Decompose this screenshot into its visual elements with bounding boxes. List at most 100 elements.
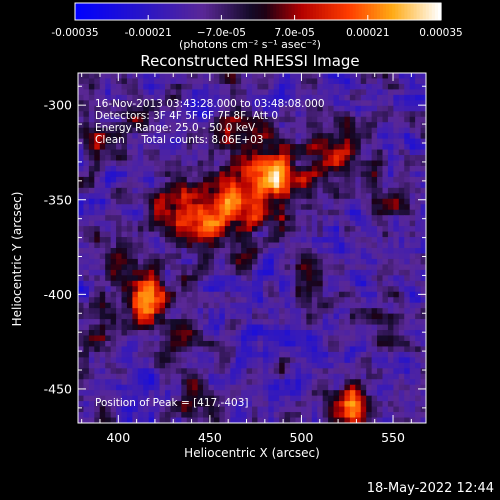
heatmap-cell bbox=[154, 100, 161, 107]
heatmap-cell bbox=[159, 368, 166, 375]
heatmap-cell bbox=[208, 220, 215, 227]
heatmap-cell bbox=[415, 351, 422, 358]
heatmap-cell bbox=[387, 193, 394, 200]
heatmap-cell bbox=[284, 100, 291, 107]
heatmap-cell bbox=[78, 149, 84, 156]
heatmap-cell bbox=[420, 379, 427, 386]
heatmap-cell bbox=[317, 187, 324, 194]
heatmap-cell bbox=[252, 242, 258, 249]
heatmap-cell bbox=[355, 171, 362, 178]
heatmap-cell bbox=[88, 258, 95, 265]
heatmap-cell bbox=[409, 351, 416, 358]
heatmap-cell bbox=[159, 324, 166, 331]
heatmap-cell bbox=[246, 204, 253, 211]
heatmap-cell bbox=[252, 193, 258, 200]
heatmap-cell bbox=[409, 297, 416, 304]
heatmap-cell bbox=[116, 379, 122, 386]
heatmap-cell bbox=[344, 313, 351, 320]
heatmap-cell bbox=[192, 187, 199, 194]
heatmap-cell bbox=[78, 248, 84, 254]
heatmap-cell bbox=[360, 297, 367, 304]
heatmap-cell bbox=[224, 362, 231, 369]
heatmap-cell bbox=[132, 116, 139, 123]
heatmap-cell bbox=[333, 330, 340, 336]
heatmap-cell bbox=[387, 155, 394, 161]
heatmap-cell bbox=[126, 253, 133, 260]
heatmap-cell bbox=[203, 368, 209, 375]
heatmap-cell bbox=[317, 105, 324, 112]
heatmap-cell bbox=[208, 171, 215, 178]
heatmap-cell bbox=[143, 313, 150, 320]
heatmap-cell bbox=[360, 160, 367, 167]
heatmap-cell bbox=[246, 160, 253, 167]
heatmap-cell bbox=[355, 412, 362, 419]
heatmap-cell bbox=[273, 105, 280, 112]
heatmap-cell bbox=[311, 198, 318, 205]
heatmap-cell bbox=[355, 346, 362, 353]
heatmap-cell bbox=[165, 187, 171, 194]
heatmap-cell bbox=[420, 340, 427, 347]
heatmap-cell bbox=[110, 122, 117, 129]
heatmap-cell bbox=[355, 78, 362, 85]
heatmap-cell bbox=[295, 258, 302, 265]
heatmap-cell bbox=[398, 373, 405, 380]
heatmap-cell bbox=[137, 204, 144, 211]
heatmap-cell bbox=[148, 264, 155, 271]
heatmap-cell bbox=[398, 368, 405, 375]
heatmap-cell bbox=[170, 357, 177, 364]
heatmap-cell bbox=[339, 89, 345, 96]
heatmap-cell bbox=[306, 204, 313, 211]
heatmap-cell bbox=[339, 111, 345, 118]
heatmap-cell bbox=[165, 335, 171, 342]
heatmap-cell bbox=[235, 264, 242, 271]
heatmap-cell bbox=[186, 319, 193, 326]
heatmap-cell bbox=[306, 269, 313, 276]
colorbar-swatch bbox=[193, 3, 198, 20]
heatmap-cell bbox=[349, 373, 356, 380]
heatmap-cell bbox=[393, 193, 400, 200]
heatmap-cell bbox=[219, 335, 226, 342]
heatmap-cell bbox=[143, 340, 150, 347]
heatmap-cell bbox=[371, 291, 378, 298]
heatmap-cell bbox=[94, 149, 101, 156]
heatmap-cell bbox=[241, 313, 248, 320]
heatmap-cell bbox=[148, 127, 155, 134]
heatmap-cell bbox=[420, 149, 427, 156]
heatmap-cell bbox=[377, 78, 383, 85]
heatmap-cell bbox=[132, 193, 139, 200]
heatmap-cell bbox=[398, 144, 405, 151]
heatmap-cell bbox=[116, 384, 122, 391]
heatmap-cell bbox=[137, 258, 144, 265]
heatmap-cell bbox=[344, 215, 351, 222]
heatmap-cell bbox=[366, 368, 373, 375]
heatmap-cell bbox=[165, 275, 171, 282]
heatmap-cell bbox=[224, 187, 231, 194]
heatmap-cell bbox=[262, 138, 269, 145]
heatmap-cell bbox=[230, 111, 237, 118]
heatmap-cell bbox=[328, 138, 335, 145]
heatmap-cell bbox=[192, 144, 199, 151]
heatmap-cell bbox=[273, 258, 280, 265]
heatmap-cell bbox=[404, 242, 411, 249]
heatmap-cell bbox=[203, 220, 209, 227]
heatmap-cell bbox=[224, 160, 231, 167]
heatmap-cell bbox=[377, 209, 383, 216]
heatmap-cell bbox=[409, 182, 416, 189]
heatmap-cell bbox=[404, 412, 411, 419]
heatmap-cell bbox=[398, 116, 405, 123]
heatmap-cell bbox=[241, 291, 248, 298]
heatmap-cell bbox=[360, 417, 367, 424]
heatmap-cell bbox=[159, 390, 166, 397]
heatmap-cell bbox=[268, 144, 275, 151]
heatmap-cell bbox=[110, 133, 117, 140]
heatmap-cell bbox=[132, 346, 139, 353]
heatmap-cell bbox=[181, 176, 188, 183]
heatmap-cell bbox=[311, 264, 318, 271]
heatmap-cell bbox=[126, 209, 133, 216]
colorbar-swatch bbox=[297, 3, 302, 20]
heatmap-cell bbox=[398, 127, 405, 134]
heatmap-cell bbox=[219, 308, 226, 315]
heatmap-cell bbox=[230, 165, 237, 172]
heatmap-cell bbox=[306, 401, 313, 408]
heatmap-cell bbox=[273, 226, 280, 233]
